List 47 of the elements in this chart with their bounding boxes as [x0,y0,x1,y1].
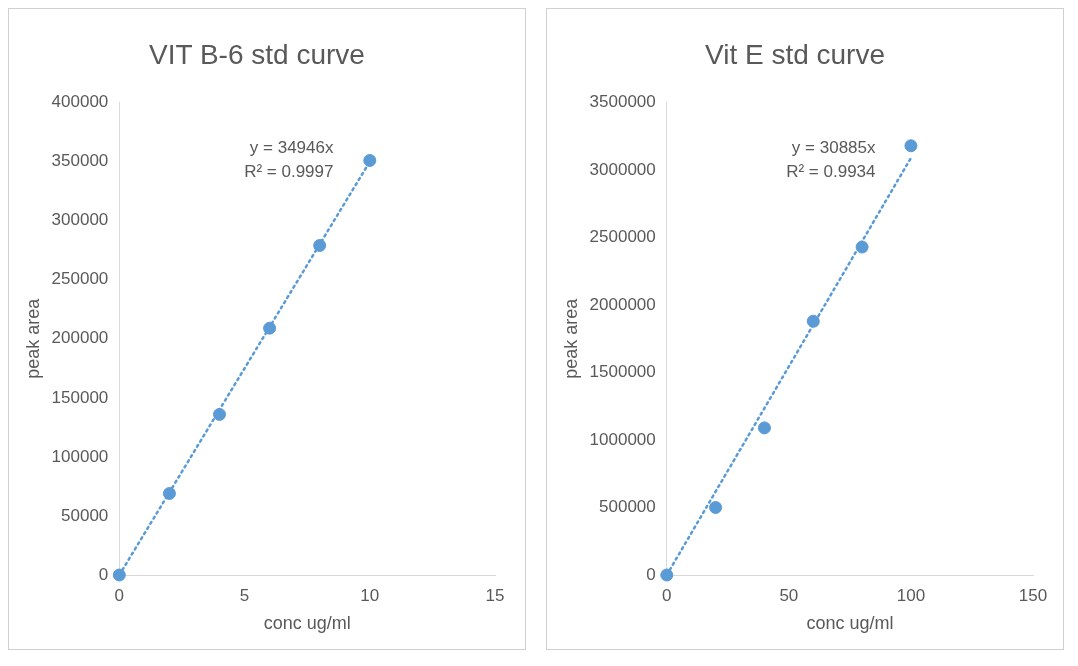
point [313,239,327,252]
y-tick-label: 3500000 [589,92,656,112]
annotation: y = 34946x [249,137,334,157]
point [162,487,176,501]
y-tick-label: 300000 [51,210,109,230]
y-tick-label: 2000000 [589,294,656,314]
point [709,501,723,515]
annotation: R² = 0.9934 [786,161,876,181]
annotation: y = 30885x [791,137,877,157]
y-tick-label: 1000000 [589,429,656,449]
point [213,407,227,421]
x-tick-label: 5 [239,585,250,605]
x-tick-label: 150 [1018,585,1048,605]
y-tick-label: 400000 [51,92,109,112]
y-tick-label: 2500000 [589,227,656,247]
y-tick-label: 200000 [51,328,109,348]
y-tick-label: 0 [646,564,656,584]
chart-title: Vit E std curve [704,38,886,70]
y-tick-label: 250000 [51,269,109,289]
x-axis-title: conc ug/ml [263,613,351,634]
point [855,240,869,254]
y-tick-label: 150000 [51,387,109,407]
y-tick-label: 0 [98,564,109,584]
y-tick-label: 1500000 [589,362,656,382]
y-tick-label: 500000 [599,497,656,517]
x-tick-label: 0 [662,585,672,605]
chart-title: VIT B-6 std curve [149,38,365,70]
y-tick-label: 3000000 [589,159,656,179]
y-axis-title: peak area [22,297,43,379]
point [904,139,918,153]
y-tick-label: 100000 [51,446,109,466]
x-axis-title: conc ug/ml [806,613,894,634]
x-tick-label: 10 [360,585,380,605]
y-tick-label: 50000 [61,505,109,525]
point [263,321,277,335]
x-tick-label: 15 [485,585,505,605]
point [112,568,126,582]
point [757,421,771,435]
point [660,568,674,582]
y-tick-label: 350000 [51,151,109,171]
point [806,314,820,328]
annotation: R² = 0.9997 [244,161,334,181]
x-tick-label: 0 [114,585,125,605]
x-tick-label: 100 [896,585,926,605]
point [363,153,377,167]
x-tick-label: 50 [779,585,799,605]
y-axis-title: peak area [560,297,581,379]
